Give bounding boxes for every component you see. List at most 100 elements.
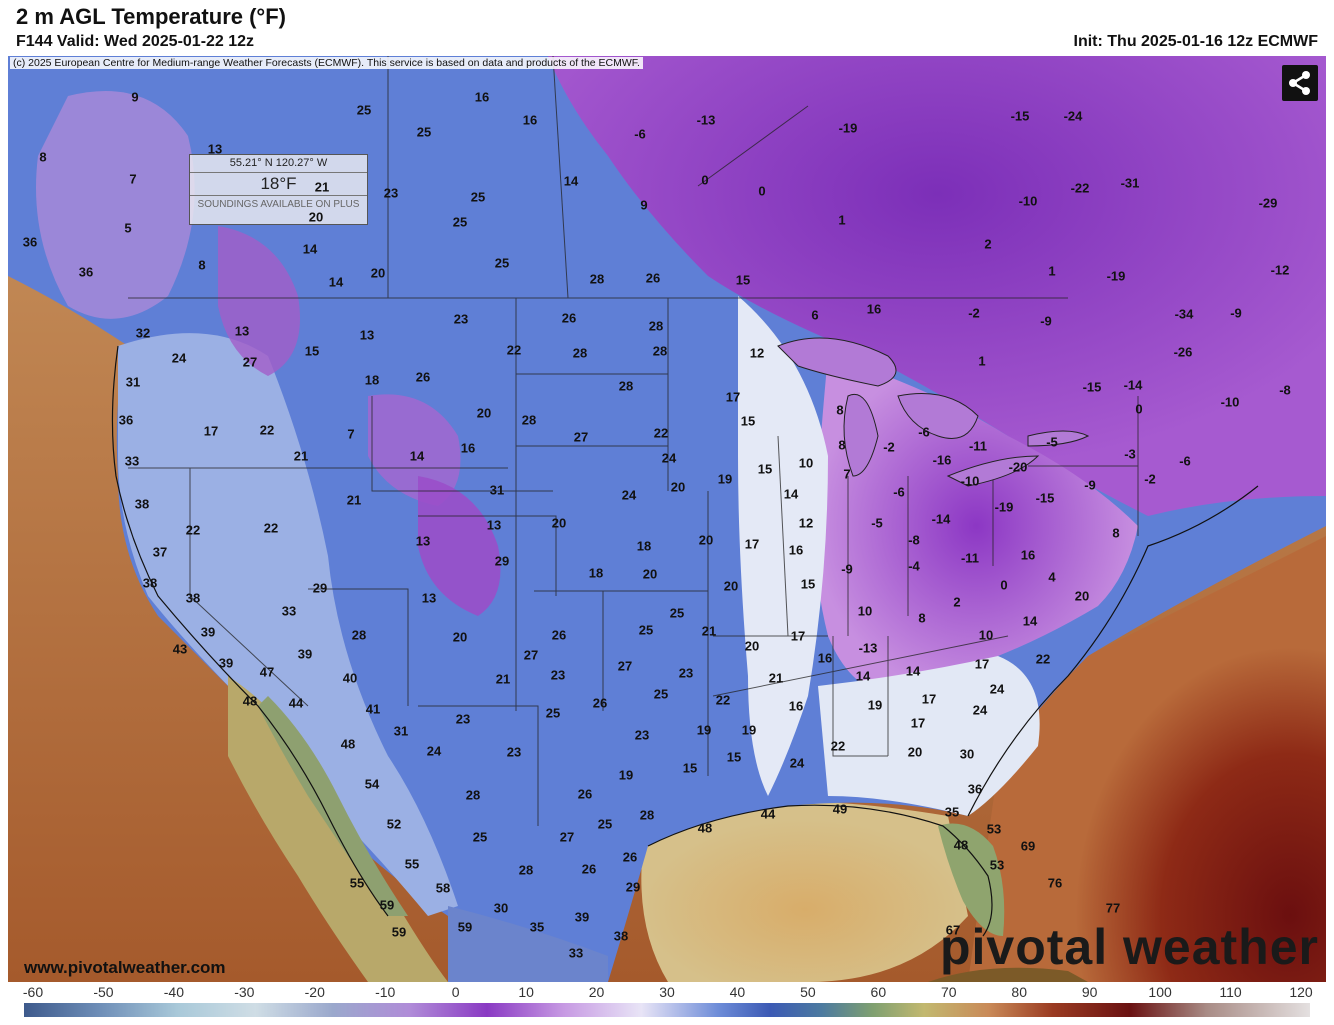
point-readout: 55.21° N 120.27° W 18°F SOUNDINGS AVAILA…	[189, 154, 368, 225]
temperature-label: 21	[346, 492, 362, 508]
temperature-label: 54	[364, 776, 380, 792]
temperature-label: 26	[645, 270, 661, 286]
temperature-label: -8	[908, 532, 920, 548]
temperature-label: 27	[523, 647, 539, 663]
temperature-map[interactable]	[8, 56, 1326, 982]
temperature-label: 21	[495, 671, 511, 687]
colorbar-tick-label: 80	[1011, 984, 1028, 1000]
temperature-label: 28	[618, 378, 634, 394]
temperature-label: -9	[1084, 477, 1096, 493]
temperature-label: 19	[867, 697, 883, 713]
temperature-label: 19	[741, 722, 757, 738]
temperature-label: -6	[918, 424, 930, 440]
temperature-label: 27	[242, 354, 258, 370]
colorbar-tick-label: 30	[659, 984, 675, 1000]
temperature-label: 15	[682, 760, 698, 776]
temperature-label: 17	[974, 656, 990, 672]
temperature-label: 31	[489, 482, 505, 498]
temperature-label: 24	[171, 350, 187, 366]
temperature-label: 39	[574, 909, 590, 925]
temperature-label: -2	[883, 439, 895, 455]
temperature-label: 21	[701, 623, 717, 639]
temperature-label: -6	[634, 126, 646, 142]
temperature-label: 35	[529, 919, 545, 935]
temperature-label: 23	[634, 727, 650, 743]
temperature-label: 15	[304, 343, 320, 359]
temperature-label: 20	[1074, 588, 1090, 604]
temperature-label: 22	[653, 425, 669, 441]
share-button[interactable]	[1282, 65, 1318, 101]
temperature-label: 13	[486, 517, 502, 533]
temperature-label: 0	[1135, 401, 1143, 417]
temperature-label: 30	[493, 900, 509, 916]
temperature-label: 36	[118, 412, 134, 428]
temperature-label: 27	[559, 829, 575, 845]
colorbar-tick-label: 90	[1081, 984, 1098, 1000]
temperature-label: 0	[701, 172, 709, 188]
temperature-label: 25	[452, 214, 468, 230]
temperature-label: 77	[1105, 900, 1121, 916]
temperature-label: 20	[308, 209, 324, 225]
temperature-label: 7	[129, 171, 137, 187]
temperature-label: 59	[457, 919, 473, 935]
temperature-label: 15	[740, 413, 756, 429]
temperature-label: 4	[1048, 569, 1056, 585]
temperature-label: 17	[790, 628, 806, 644]
valid-time: F144 Valid: Wed 2025-01-22 12z	[16, 33, 255, 50]
colorbar-tick-label: 60	[870, 984, 887, 1000]
temperature-label: 25	[470, 189, 486, 205]
temperature-label: 19	[696, 722, 712, 738]
colorbar-tick-label: 40	[729, 984, 746, 1000]
temperature-label: 28	[639, 807, 655, 823]
temperature-label: 15	[757, 461, 773, 477]
temperature-label: -10	[1018, 193, 1038, 209]
temperature-label: 26	[592, 695, 608, 711]
temperature-label: 25	[494, 255, 510, 271]
temperature-label: 21	[768, 670, 784, 686]
temperature-label: 26	[581, 861, 597, 877]
temperature-label: 14	[1022, 613, 1038, 629]
colorbar-tick-label: -10	[375, 984, 396, 1000]
temperature-label: 26	[561, 310, 577, 326]
temperature-label: 10	[798, 455, 814, 471]
temperature-label: 26	[577, 786, 593, 802]
temperature-label: 47	[259, 664, 275, 680]
temperature-label: 28	[652, 343, 668, 359]
temperature-label: 20	[476, 405, 492, 421]
temperature-label: 20	[370, 265, 386, 281]
temperature-label: 59	[391, 924, 407, 940]
temperature-label: 25	[472, 829, 488, 845]
copyright-notice: (c) 2025 European Centre for Medium-rang…	[10, 57, 643, 69]
temperature-label: 1	[838, 212, 846, 228]
colorbar-tick-label: 70	[940, 984, 957, 1000]
temperature-label: 25	[545, 705, 561, 721]
temperature-label: -24	[1063, 108, 1083, 124]
temperature-label: 33	[281, 603, 297, 619]
temperature-label: 23	[678, 665, 694, 681]
share-icon	[1289, 71, 1310, 95]
temperature-label: -19	[994, 499, 1014, 515]
temperature-label: -13	[696, 112, 716, 128]
temperature-label: 28	[521, 412, 537, 428]
temperature-label: 16	[788, 698, 804, 714]
temperature-label: 22	[1035, 651, 1051, 667]
colorbar-tick-label: 0	[451, 984, 460, 1000]
colorbar-tick-label: -40	[163, 984, 184, 1000]
temperature-label: 36	[22, 234, 38, 250]
site-url[interactable]: www.pivotalweather.com	[24, 958, 226, 977]
temperature-label: -12	[1270, 262, 1290, 278]
temperature-label: 24	[989, 681, 1005, 697]
temperature-label: 8	[198, 257, 206, 273]
temperature-label: 24	[789, 755, 805, 771]
watermark-logo: pivotal weather	[940, 919, 1319, 975]
temperature-label: 16	[866, 301, 882, 317]
temperature-label: 17	[910, 715, 926, 731]
temperature-label: 20	[642, 566, 658, 582]
readout-note: SOUNDINGS AVAILABLE ON PLUS	[197, 199, 360, 210]
temperature-label: 25	[597, 816, 613, 832]
temperature-label: 25	[638, 622, 654, 638]
temperature-label: -19	[1106, 268, 1126, 284]
temperature-label: 28	[465, 787, 481, 803]
temperature-label: 27	[573, 429, 589, 445]
temperature-label: -8	[1279, 382, 1291, 398]
